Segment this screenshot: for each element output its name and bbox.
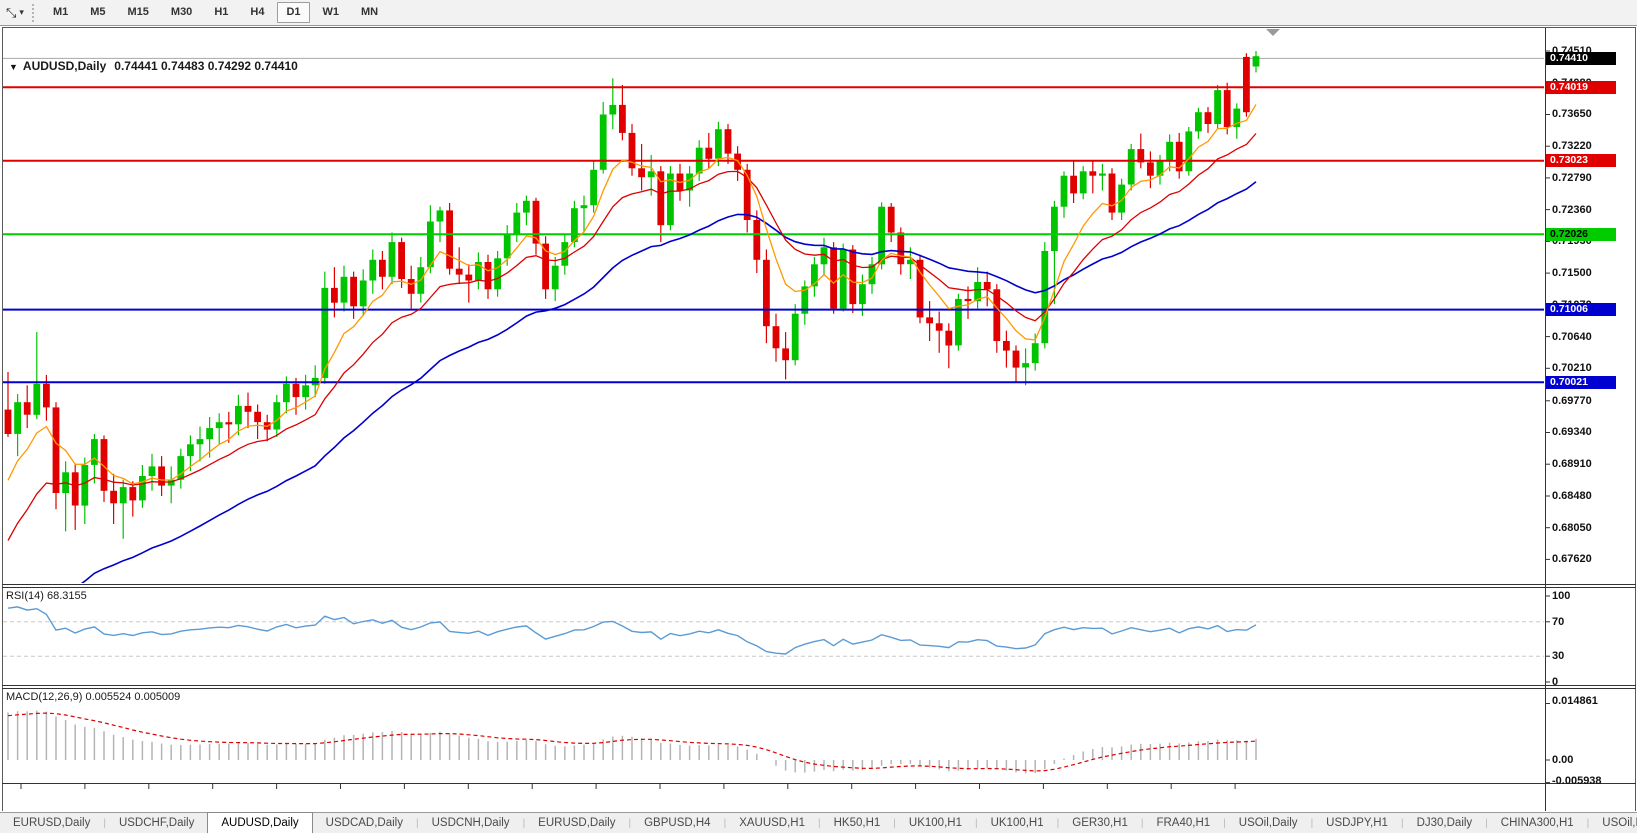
symbol-tab-UK100-H1[interactable]: UK100,H1 (908, 817, 962, 829)
price-axis-label: 0.69340 (1552, 426, 1592, 439)
price-axis-label: 0.67620 (1552, 553, 1592, 566)
tab-separator: | (1056, 817, 1060, 829)
price-axis-label: 0.73650 (1552, 108, 1592, 121)
timeframe-button-M15[interactable]: M15 (127, 6, 149, 18)
price-tag: 0.71006 (1546, 303, 1616, 317)
symbol-tab-EURUSD-Daily[interactable]: EURUSD,Daily (13, 817, 91, 829)
symbol-tab-bar: EURUSD,Daily | USDCHF,Daily AUDUSD,Daily USD… (0, 812, 1637, 833)
symbol-tab-USDJPY-H1[interactable]: USDJPY,H1 (1326, 817, 1388, 829)
price-axis-label: 0.73220 (1552, 140, 1592, 153)
symbol-tab-USDCHF-Daily[interactable]: USDCHF,Daily (118, 817, 195, 829)
price-tag: 0.70021 (1546, 375, 1616, 389)
tab-separator: | (818, 817, 821, 829)
price-chart-canvas[interactable] (0, 26, 1637, 812)
timeframe-button-M1[interactable]: M1 (52, 6, 69, 18)
symbol-tab-USDCNH-Daily[interactable]: USDCNH,Daily (431, 817, 510, 829)
price-tag: 0.74410 (1546, 51, 1616, 65)
symbol-tab-UK100-H1[interactable]: UK100,H1 (990, 817, 1044, 829)
price-axis-label: 0.72360 (1552, 203, 1592, 216)
macd-scale-label: 0.00 (1552, 754, 1574, 766)
symbol-tab-XAUUSD-H1[interactable]: XAUUSD,H1 (739, 817, 806, 829)
tab-separator: | (1310, 817, 1314, 829)
symbol-tab-DJ30-Daily[interactable]: DJ30,Daily (1416, 817, 1473, 829)
crosshair-icon: ⤡ (6, 4, 17, 20)
tab-separator: | (103, 817, 106, 829)
timeframe-button-H4[interactable]: H4 (250, 6, 265, 18)
tab-separator: | (893, 817, 896, 829)
tab-separator: | (522, 817, 526, 829)
timeframe-button-MN[interactable]: MN (361, 6, 379, 18)
tab-separator: | (1223, 817, 1226, 829)
symbol-tab-EURUSD-Daily[interactable]: EURUSD,Daily (538, 817, 616, 829)
chart-title: ▼ AUDUSD,Daily 0.74441 0.74483 0.74292 0.7… (9, 59, 298, 73)
rsi-scale-label: 100 (1552, 590, 1571, 602)
tab-separator: | (974, 817, 978, 829)
price-axis-label: 0.72790 (1552, 171, 1592, 184)
symbol-tab-USOil-Daily[interactable]: USOil,Daily (1238, 817, 1298, 829)
symbol-tab-USDCAD-Daily[interactable]: USDCAD,Daily (325, 817, 403, 829)
symbol-tab-HK50-H1[interactable]: HK50,H1 (833, 817, 881, 829)
macd-scale-label: 0.014861 (1552, 695, 1598, 707)
rsi-scale-label: 0 (1552, 676, 1559, 688)
tab-separator: | (1485, 817, 1488, 829)
chart-toolbar: ⤡ ▾ M1 M5 M15 M30 H1 H4 D1 W1 MN (0, 0, 1637, 26)
timeframe-button-D1[interactable]: D1 (277, 2, 310, 23)
chart-window: ▼ AUDUSD,Daily 0.74441 0.74483 0.74292 0.7… (0, 26, 1637, 831)
macd-scale-label: -0.005938 (1552, 775, 1602, 787)
rsi-scale-label: 30 (1552, 650, 1565, 663)
tab-strip: EURUSD,Daily | USDCHF,Daily AUDUSD,Daily USD… (0, 812, 1637, 833)
price-axis-label: 0.68480 (1552, 489, 1592, 502)
tab-separator: | (1140, 817, 1144, 829)
symbol-tab-CHINA300-H1[interactable]: CHINA300,H1 (1500, 817, 1574, 829)
timeframe-button-M30[interactable]: M30 (170, 6, 193, 18)
price-axis-label: 0.70210 (1552, 362, 1592, 375)
rsi-scale-label: 70 (1552, 615, 1565, 628)
price-axis-label: 0.70640 (1552, 330, 1592, 343)
tab-separator: | (1586, 817, 1590, 829)
rsi-indicator-label: RSI(14) 68.3155 (6, 590, 87, 602)
symbol-tab-USOil-H1[interactable]: USOil,H1 (1602, 817, 1637, 829)
symbol-tab-FRA40-H1[interactable]: FRA40,H1 (1156, 817, 1211, 829)
symbol-tab-AUDUSD-Daily[interactable]: AUDUSD,Daily (207, 812, 313, 833)
tab-separator: | (416, 817, 419, 829)
timeframe-button-W1[interactable]: W1 (322, 6, 340, 18)
timeframe-button-H1[interactable]: H1 (214, 6, 229, 18)
tab-separator: | (1400, 817, 1404, 829)
timeframe-button-M5[interactable]: M5 (90, 6, 106, 18)
tab-separator: | (628, 817, 632, 829)
collapse-triangle-icon[interactable]: ▼ (9, 62, 18, 72)
price-axis-label: 0.68910 (1552, 458, 1592, 471)
price-axis-label: 0.69770 (1552, 394, 1592, 407)
price-tag: 0.73023 (1546, 154, 1616, 168)
macd-indicator-label: MACD(12,26,9) 0.005524 0.005009 (6, 691, 181, 703)
symbol-tab-GER30-H1[interactable]: GER30,H1 (1072, 817, 1128, 829)
timeframe-group: M1 M5 M15 M30 H1 H4 D1 W1 MN (42, 2, 389, 23)
chart-ohlc-values: 0.74441 0.74483 0.74292 0.74410 (114, 59, 298, 73)
price-tag: 0.72026 (1546, 227, 1616, 241)
chart-symbol-label: AUDUSD,Daily (22, 59, 107, 73)
tab-separator: | (723, 817, 727, 829)
symbol-tab-GBPUSD-H4[interactable]: GBPUSD,H4 (644, 817, 711, 829)
chevron-down-icon: ▾ (19, 7, 24, 17)
price-axis-label: 0.71500 (1552, 267, 1592, 280)
toolbar-grip (31, 3, 34, 22)
price-tag: 0.74019 (1546, 80, 1616, 94)
price-axis-label: 0.68050 (1552, 521, 1592, 534)
crosshair-tool-button[interactable]: ⤡ ▾ (0, 5, 28, 21)
